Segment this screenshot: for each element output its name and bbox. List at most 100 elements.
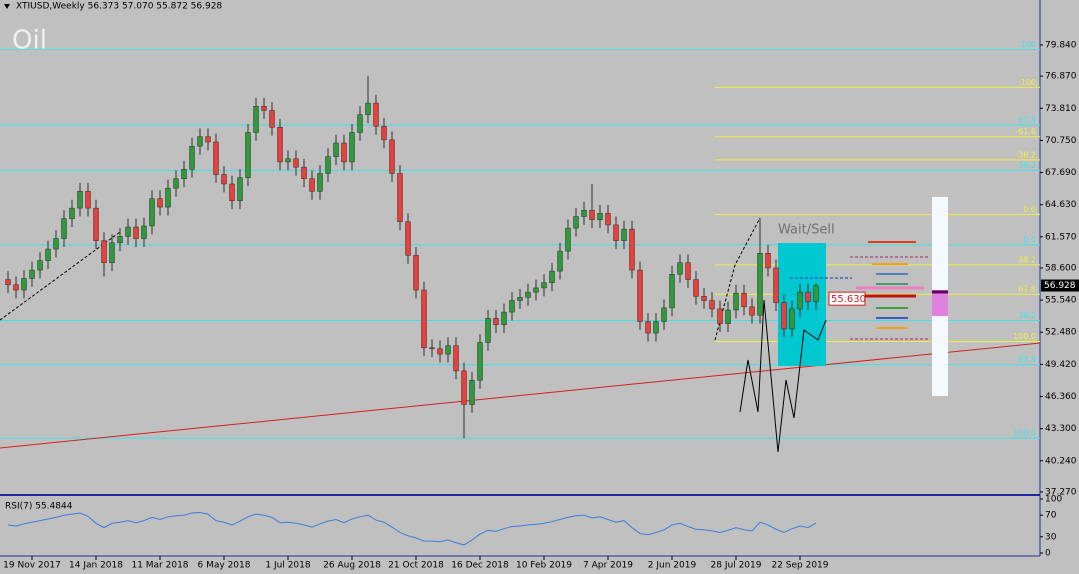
x-tick-label: 26 Aug 2018 <box>323 561 381 571</box>
candle-body <box>125 226 131 237</box>
candle-body <box>501 311 507 325</box>
x-tick-label: 2 Jun 2019 <box>648 561 697 571</box>
candle-body <box>445 345 451 355</box>
candle-body <box>205 136 211 143</box>
candle-body <box>357 114 363 133</box>
candle-body <box>421 289 427 349</box>
candle-body <box>709 300 715 310</box>
candle-body <box>333 142 339 157</box>
candle-body <box>485 318 491 343</box>
candle-body <box>805 291 811 302</box>
candle-body <box>389 139 395 174</box>
candle-body <box>349 132 355 163</box>
candle-body <box>141 225 147 239</box>
level-label: 61.8 <box>1018 355 1036 364</box>
candle-body <box>717 308 723 324</box>
y-tick-label: 52.480 <box>1045 328 1077 338</box>
y-tick-label: 79.840 <box>1045 40 1077 50</box>
candle-body <box>197 136 203 147</box>
candle-body <box>293 158 299 168</box>
candle-body <box>597 213 603 220</box>
candle-body <box>117 236 123 244</box>
trendline <box>0 342 1041 449</box>
candle-body <box>5 279 11 286</box>
candle-body <box>221 174 227 185</box>
menu-icon <box>4 4 10 9</box>
candle-body <box>13 284 19 291</box>
candle-body <box>189 145 195 170</box>
candle-body <box>309 178 315 192</box>
candle-body <box>653 321 659 334</box>
y-tick-label: 49.420 <box>1045 360 1077 370</box>
candle-body <box>437 348 443 355</box>
x-tick-label: 21 Oct 2018 <box>388 561 444 571</box>
candle-body <box>573 216 579 229</box>
candle-body <box>757 253 763 316</box>
price-tag <box>1041 279 1079 292</box>
rsi-label: RSI(7) 55.4844 <box>5 502 73 512</box>
candle-body <box>365 102 371 115</box>
y-tick-label: 67.690 <box>1045 168 1077 178</box>
x-tick-label: 7 Apr 2019 <box>583 561 633 571</box>
candle-body <box>277 127 283 163</box>
candle-body <box>725 309 731 324</box>
candle-body <box>589 209 595 220</box>
candle-body <box>397 173 403 223</box>
y-tick-label: 76.870 <box>1045 72 1077 82</box>
candle-body <box>493 318 499 325</box>
candle-body <box>765 253 771 269</box>
candle-body <box>45 248 51 261</box>
projection-zigzag <box>739 299 827 453</box>
level-label: 38.2 <box>1018 255 1036 264</box>
candle-body <box>93 207 99 241</box>
candle-body <box>37 260 43 271</box>
candle-body <box>565 227 571 252</box>
level-label: 38.2 <box>1018 161 1036 170</box>
candle-body <box>341 142 347 163</box>
level-label: 38.2 <box>1018 311 1036 320</box>
candle-body <box>61 218 67 239</box>
candle-body <box>149 198 155 227</box>
candle-body <box>245 132 251 178</box>
candle-body <box>381 125 387 141</box>
x-tick-label: 10 Feb 2019 <box>516 561 572 571</box>
candle-body <box>517 297 523 301</box>
annotation: Wait/Sell <box>778 223 835 238</box>
candle-body <box>749 306 755 316</box>
y-tick-label: 64.630 <box>1045 200 1077 210</box>
candle-body <box>469 380 475 405</box>
candle-body <box>669 274 675 309</box>
y-tick-label: 70.750 <box>1045 136 1077 146</box>
candle-body <box>405 221 411 256</box>
y-tick-label: 55.540 <box>1045 296 1077 306</box>
x-tick-label: 22 Sep 2019 <box>771 561 828 571</box>
candle-body <box>789 308 795 330</box>
x-tick-label: 16 Dec 2018 <box>451 561 509 571</box>
candle-body <box>581 209 587 217</box>
candle-body <box>773 267 779 303</box>
candle-body <box>549 270 555 283</box>
candle-body <box>661 307 667 322</box>
candle-body <box>733 292 739 311</box>
rsi-tick-label: 0 <box>1045 549 1051 559</box>
candle-body <box>533 287 539 293</box>
level-label: 61.8 <box>1018 116 1036 125</box>
candle-body <box>165 187 171 208</box>
candle-body <box>285 158 291 163</box>
candle-body <box>477 342 483 381</box>
x-tick-label: 1 Jul 2018 <box>265 561 310 571</box>
candle-body <box>213 141 219 175</box>
price-marker <box>828 291 866 306</box>
candle-body <box>453 345 459 372</box>
candle-body <box>269 110 275 128</box>
candle-body <box>85 191 91 209</box>
candle-body <box>509 300 515 313</box>
candle-body <box>157 198 163 208</box>
candle-body <box>645 321 651 334</box>
x-tick-label: 14 Jan 2018 <box>69 561 123 571</box>
level-label: 0.0 <box>1023 235 1036 244</box>
candle-body <box>525 291 531 298</box>
candle-body <box>685 262 691 280</box>
candle-body <box>741 292 747 308</box>
